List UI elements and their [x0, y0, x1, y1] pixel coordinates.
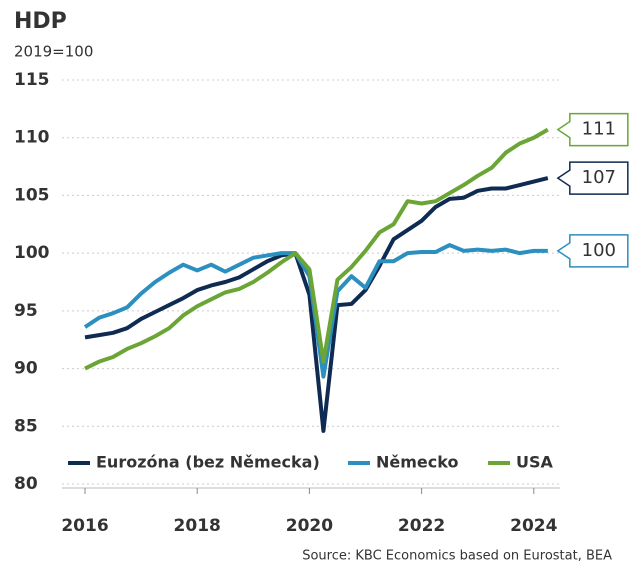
y-tick-label: 80 [14, 474, 38, 494]
x-tick-label: 2024 [510, 516, 557, 536]
x-tick-label: 2018 [174, 516, 221, 536]
x-tick-label: 2016 [61, 516, 108, 536]
legend-label: Německo [376, 453, 458, 472]
chart-subtitle: 2019=100 [14, 43, 93, 61]
series-line [84, 127, 549, 371]
chart-title: HDP [14, 9, 67, 34]
y-tick-label: 90 [14, 359, 38, 379]
end-label: 107 [582, 167, 616, 188]
end-label-box [556, 161, 629, 195]
x-tick-label: 2020 [286, 516, 333, 536]
end-label: 100 [582, 240, 616, 261]
legend-bg [62, 449, 572, 477]
legend-label: Eurozóna (bez Německa) [96, 453, 320, 472]
y-tick-label: 105 [14, 185, 50, 205]
end-label-box [556, 234, 629, 268]
legend-label: USA [516, 453, 554, 472]
y-tick-label: 95 [14, 301, 38, 321]
series-line [84, 176, 549, 433]
x-tick-label: 2022 [398, 516, 445, 536]
source: Source: KBC Economics based on Eurostat,… [302, 549, 612, 564]
y-tick-label: 100 [14, 243, 50, 263]
end-label-box [556, 112, 629, 147]
y-tick-label: 115 [14, 70, 50, 90]
y-tick-label: 110 [14, 128, 50, 148]
end-label: 111 [582, 119, 616, 140]
y-tick-label: 85 [14, 416, 38, 436]
